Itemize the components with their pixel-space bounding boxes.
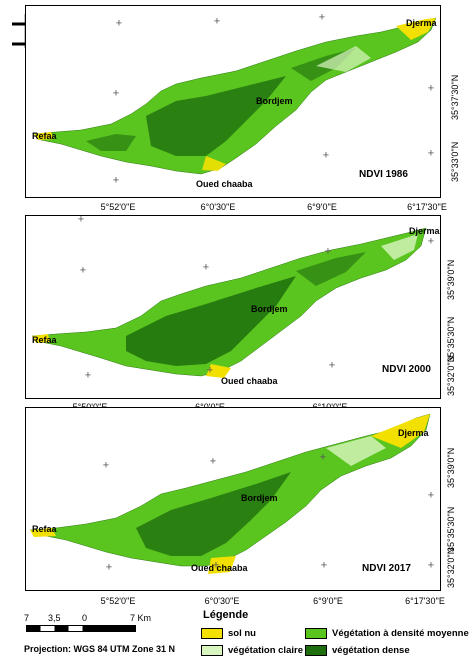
- place-refaa: Refaa: [32, 524, 57, 534]
- place-bordjem: Bordjem: [251, 304, 288, 314]
- place-refaa: Refaa: [32, 335, 57, 345]
- y-tick: 35°32'0''N: [446, 547, 456, 588]
- graticule-mark: +: [112, 174, 120, 187]
- legend-swatch: [201, 628, 223, 639]
- vegetation-region-2000: [31, 227, 427, 378]
- legend-label: sol nu: [228, 628, 256, 639]
- x-tick: 6°17'30''E: [405, 596, 445, 606]
- scale-bar: [26, 625, 136, 632]
- graticule-mark: +: [320, 559, 328, 572]
- graticule-mark: +: [427, 489, 435, 502]
- vegetation-region-2017: [29, 413, 431, 574]
- graticule-mark: +: [427, 235, 435, 248]
- vegetation-region-1986: [33, 17, 437, 175]
- graticule-mark: +: [427, 147, 435, 160]
- y-tick: 35°35'30''N: [446, 506, 456, 552]
- graticule-mark: +: [427, 559, 435, 572]
- place-djerma: Djerma: [409, 226, 440, 236]
- graticule-mark: +: [112, 87, 120, 100]
- y-tick: 35°39'0''N: [446, 259, 456, 300]
- place-oued-chaaba: Oued chaaba: [191, 563, 248, 573]
- scale-label: 3,5: [48, 613, 61, 623]
- map-panel-1986: + + + + + + + + Djerma Bordjem Refaa Oue…: [25, 5, 441, 198]
- ndvi-label: NDVI 1986: [359, 169, 408, 180]
- graticule-mark: +: [79, 264, 87, 277]
- graticule-mark: +: [427, 82, 435, 95]
- map-panel-2000: + + + + + + + + Djerma Bordjem Refaa Oue…: [25, 213, 441, 399]
- x-tick: 5°52'0''E: [100, 596, 136, 606]
- ndvi-label: NDVI 2000: [382, 364, 431, 375]
- legend-swatch: [305, 645, 327, 656]
- graticule-mark: +: [102, 459, 110, 472]
- graticule-mark: +: [202, 261, 210, 274]
- graticule-mark: +: [77, 213, 85, 226]
- legend-swatch: [201, 645, 223, 656]
- graticule-mark: +: [105, 561, 113, 574]
- map-panel-2017: + + + + + + + + Djerma Bordjem Refaa Oue…: [25, 407, 441, 591]
- place-refaa: Refaa: [32, 131, 57, 141]
- scale-label: 7 Km: [130, 613, 152, 623]
- x-tick: 6°0'30''E: [204, 596, 240, 606]
- place-oued-chaaba: Oued chaaba: [196, 179, 253, 189]
- graticule-mark: +: [322, 149, 330, 162]
- scale-label: 0: [82, 613, 88, 623]
- y-tick: 35°39'0''N: [446, 447, 456, 488]
- y-tick: 35°37'30''N: [450, 74, 460, 120]
- legend-title: Légende: [203, 609, 249, 621]
- graticule-mark: +: [212, 559, 220, 572]
- graticule-mark: +: [319, 451, 327, 464]
- legend-label: Végétation à densité moyenne: [332, 628, 469, 639]
- graticule-mark: +: [328, 359, 336, 372]
- graticule-mark: +: [209, 455, 217, 468]
- place-oued-chaaba: Oued chaaba: [221, 376, 278, 386]
- graticule-mark: +: [213, 15, 221, 28]
- graticule-mark: +: [115, 17, 123, 30]
- x-tick: 5°52'0''E: [100, 202, 136, 212]
- x-tick: 6°9'0''E: [313, 596, 343, 606]
- scale-label: 7: [24, 613, 30, 623]
- legend-label: végétation claire: [228, 645, 303, 656]
- graticule-mark: +: [324, 245, 332, 258]
- place-bordjem: Bordjem: [241, 493, 278, 503]
- place-bordjem: Bordjem: [256, 96, 293, 106]
- graticule-mark: +: [84, 369, 92, 382]
- y-tick: 35°32'0''N: [446, 355, 456, 396]
- y-tick: 35°33'0''N: [450, 141, 460, 182]
- place-djerma: Djerma: [406, 18, 437, 28]
- place-djerma: Djerma: [398, 428, 429, 438]
- projection-text: Projection: WGS 84 UTM Zone 31 N: [24, 644, 176, 654]
- ndvi-label: NDVI 2017: [362, 563, 411, 574]
- graticule-mark: +: [206, 364, 214, 377]
- x-tick: 6°17'30''E: [407, 202, 447, 212]
- legend-label: végétation dense: [332, 645, 410, 656]
- graticule-mark: +: [318, 11, 326, 24]
- x-tick: 6°0'30''E: [200, 202, 236, 212]
- x-tick: 6°9'0''E: [307, 202, 337, 212]
- legend-swatch: [305, 628, 327, 639]
